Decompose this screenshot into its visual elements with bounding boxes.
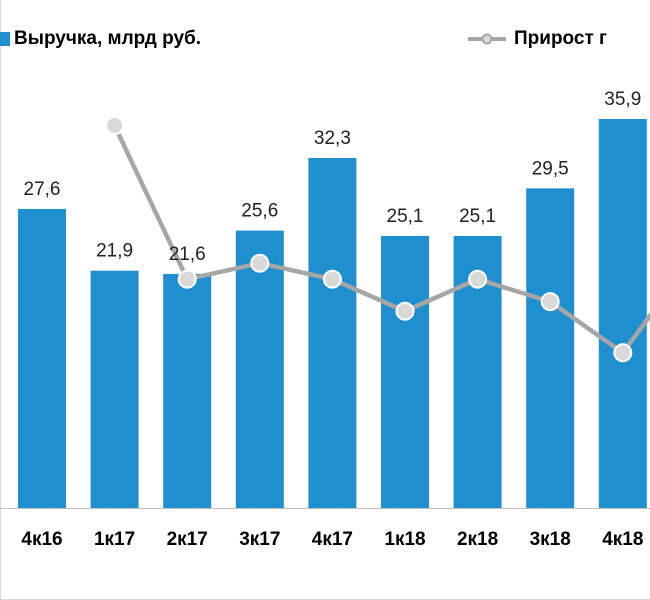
legend-item-revenue: Выручка, млрд руб.	[0, 28, 201, 50]
bar-4	[308, 158, 357, 508]
x-tick-label-1: 1к17	[94, 529, 135, 550]
x-tick-label-0: 4к16	[21, 529, 62, 550]
bar-8	[598, 119, 647, 508]
bar-value-label-4: 32,3	[314, 128, 351, 149]
growth-point-4	[322, 269, 342, 289]
bar-value-label-2: 21,6	[169, 244, 206, 265]
bar-value-label-1: 21,9	[96, 241, 133, 262]
x-tick-label-5: 1к18	[384, 529, 425, 550]
x-tick-label-8: 4к18	[602, 529, 643, 550]
bar-2	[163, 273, 212, 508]
legend-label-growth: Прирост г	[514, 28, 607, 49]
x-tick-label-3: 3к17	[239, 529, 280, 550]
growth-point-6	[468, 269, 488, 289]
legend-item-growth: Прирост г	[466, 28, 607, 50]
bar-7	[526, 188, 575, 508]
x-tick-label-2: 2к17	[167, 529, 208, 550]
x-tick-label-4: 4к17	[312, 529, 353, 550]
growth-point-7	[540, 292, 560, 312]
x-tick-label-7: 3к18	[530, 529, 571, 550]
bar-value-label-8: 35,9	[604, 89, 641, 110]
growth-point-5	[395, 301, 415, 321]
bar-0	[18, 208, 66, 509]
legend: Выручка, млрд руб. Прирост г	[0, 28, 650, 58]
bar-value-label-6: 25,1	[459, 206, 496, 227]
bar-3	[235, 230, 284, 508]
bar-value-label-7: 29,5	[532, 158, 569, 179]
bar-5	[381, 236, 429, 508]
bar-value-label-0: 27,6	[24, 179, 61, 200]
growth-point-1	[105, 116, 125, 136]
bar-value-label-5: 25,1	[387, 206, 424, 227]
bar-value-label-3: 25,6	[241, 201, 278, 222]
growth-point-3	[250, 253, 270, 273]
legend-swatch-growth	[468, 33, 506, 45]
bar-1	[90, 270, 139, 508]
growth-point-8	[613, 343, 633, 363]
x-tick-label-6: 2к18	[457, 529, 498, 550]
growth-point-2	[177, 269, 197, 289]
legend-label-revenue: Выручка, млрд руб.	[14, 28, 202, 49]
legend-swatch-revenue	[0, 32, 10, 46]
